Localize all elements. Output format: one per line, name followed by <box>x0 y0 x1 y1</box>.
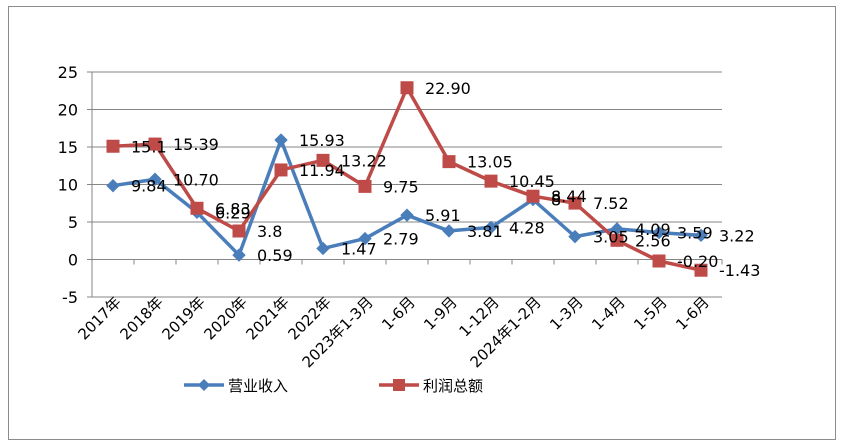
data-label: 3.05 <box>593 228 629 247</box>
data-label: 4.09 <box>635 220 671 239</box>
data-label: 8.44 <box>551 187 587 206</box>
data-label: 9.84 <box>131 177 167 196</box>
x-tick-label: 1-3月 <box>546 293 587 334</box>
line-chart: -5 0 5 10 15 20 25 2017年2018年2019年2020年2021年20… <box>58 63 761 395</box>
data-point <box>316 153 330 167</box>
data-point <box>694 263 708 277</box>
data-label: 3.81 <box>467 222 503 241</box>
data-point <box>568 196 582 210</box>
data-point <box>190 201 204 215</box>
data-label: 3.59 <box>677 224 713 243</box>
data-point <box>442 224 456 238</box>
data-label: 8 <box>551 191 561 210</box>
data-point <box>526 189 540 203</box>
data-label: 5.91 <box>425 206 461 225</box>
data-label: 7.52 <box>593 194 629 213</box>
data-point <box>316 241 330 256</box>
data-point <box>106 178 120 193</box>
data-point <box>484 220 498 235</box>
y-tick-label: -5 <box>62 288 78 307</box>
data-label: 2.79 <box>383 230 419 249</box>
x-tick-label: 2019年 <box>158 293 208 343</box>
x-tick-label: 1-6月 <box>672 293 713 334</box>
data-point <box>232 224 246 238</box>
data-label: 10.70 <box>173 170 219 189</box>
data-point <box>358 179 372 193</box>
data-point <box>148 172 162 186</box>
data-label: 15.93 <box>299 131 345 150</box>
legend: 营业收入 利润总额 <box>184 377 483 395</box>
data-point <box>148 137 162 151</box>
data-label: 15.1 <box>131 137 167 156</box>
data-point <box>610 233 624 247</box>
data-label: -1.43 <box>719 261 760 280</box>
data-point <box>400 81 414 95</box>
x-tick-label: 2020年 <box>200 293 250 343</box>
legend-marker <box>198 379 210 391</box>
data-point <box>442 155 456 169</box>
data-point <box>358 231 372 246</box>
data-label: 6.29 <box>215 203 251 222</box>
data-point <box>568 229 582 244</box>
y-tick-label: 10 <box>58 176 78 195</box>
y-tick-label: 5 <box>68 213 78 232</box>
data-point <box>274 133 288 147</box>
data-label: 10.45 <box>509 172 555 191</box>
x-tick-label: 2017年 <box>74 293 124 343</box>
data-point <box>106 139 120 153</box>
series-layer <box>106 81 708 277</box>
data-label: 3.8 <box>257 222 282 241</box>
data-point <box>652 225 666 240</box>
gridlines <box>92 71 722 298</box>
data-label: 22.90 <box>425 79 471 98</box>
x-tick-label: 1-4月 <box>588 293 629 334</box>
x-tick-label: 2018年 <box>116 293 166 343</box>
data-point <box>652 254 666 268</box>
data-label: 1.47 <box>341 239 377 258</box>
legend-marker <box>393 379 405 391</box>
data-labels: 9.84 10.70 6.29 0.59 15.93 1.47 2.79 5.91 3.81 4.… <box>131 79 760 280</box>
x-tick-label: 2021年 <box>242 293 292 343</box>
data-label: 2.56 <box>635 231 671 250</box>
x-tick-label: 1-5月 <box>630 293 671 334</box>
data-label: 13.22 <box>341 151 387 170</box>
legend-label: 营业收入 <box>228 377 288 395</box>
data-label: 15.39 <box>173 135 219 154</box>
data-label: 11.94 <box>299 161 345 180</box>
legend-label: 利润总额 <box>423 377 483 395</box>
data-point <box>232 248 246 262</box>
y-tick-label: 15 <box>58 138 78 157</box>
y-tick-label: 0 <box>68 251 78 270</box>
data-label: 6.83 <box>215 199 251 218</box>
data-label: 9.75 <box>383 177 419 196</box>
data-label: 0.59 <box>257 246 293 265</box>
data-point <box>400 208 414 222</box>
data-point <box>484 174 498 188</box>
data-label: 4.28 <box>509 218 545 237</box>
y-tick-label: 25 <box>58 63 78 82</box>
data-point <box>694 228 708 243</box>
data-point <box>274 163 288 177</box>
data-label: 3.22 <box>719 226 755 245</box>
data-label: 13.05 <box>467 153 513 172</box>
x-tick-label: 1-6月 <box>378 293 419 334</box>
y-axis: -5 0 5 10 15 20 25 <box>58 63 93 307</box>
data-label: -0.20 <box>677 252 718 271</box>
chart-frame: -5 0 5 10 15 20 25 2017年 2018年 2019年 2020年 2021年 20… <box>8 6 836 440</box>
y-tick-label: 20 <box>58 101 78 120</box>
